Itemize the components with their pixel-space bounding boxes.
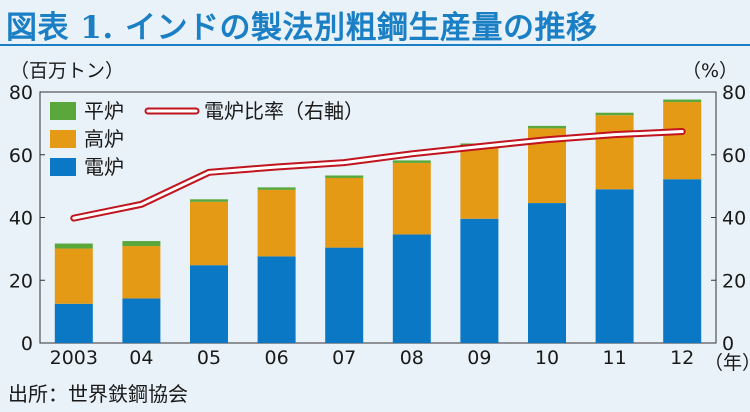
- x-tick-label: 11: [603, 347, 627, 369]
- bar-segment: [392, 234, 431, 343]
- bar-segment: [663, 102, 702, 180]
- bar-segment: [595, 115, 634, 190]
- legend-swatch: [50, 102, 76, 120]
- x-tick-label: 10: [535, 347, 559, 369]
- bar-segment: [663, 179, 702, 343]
- x-tick-label: 08: [400, 347, 424, 369]
- bar-segment: [257, 256, 296, 343]
- x-tick-label: 06: [265, 347, 289, 369]
- bar-segment: [190, 265, 228, 343]
- bar-segment: [528, 203, 566, 343]
- left-tick-label: 80: [9, 82, 33, 104]
- bar-segment: [325, 247, 364, 343]
- source-note: 出所：世界鉄鋼協会: [8, 382, 188, 406]
- bar-segment: [122, 241, 161, 247]
- x-tick-label: 09: [467, 347, 491, 369]
- chart-title: 図表 1. インドの製法別粗鋼生産量の推移: [6, 10, 598, 46]
- right-tick-label: 40: [722, 208, 746, 230]
- ratio-line-outline: [70, 128, 686, 222]
- legend-label: 高炉: [84, 127, 124, 151]
- bar-segment: [595, 189, 634, 343]
- left-axis-unit: （百万トン）: [10, 60, 125, 82]
- bar-segment: [54, 303, 93, 343]
- bar-segment: [663, 99, 702, 103]
- left-tick-label: 40: [9, 208, 33, 230]
- legend-label: 電炉: [84, 155, 124, 179]
- legend-label: 平炉: [84, 99, 124, 123]
- right-tick-label: 0: [722, 333, 734, 355]
- bar-segment: [392, 162, 431, 235]
- right-tick-label: 60: [722, 145, 746, 167]
- bar-segment: [325, 177, 364, 248]
- legend-swatch: [50, 130, 76, 148]
- x-tick-label: 07: [332, 347, 356, 369]
- legend-swatch: [50, 158, 76, 176]
- x-axis-unit: （年）: [704, 352, 750, 374]
- bar-segment: [190, 201, 228, 266]
- bar-segment: [460, 145, 499, 219]
- bar-segment: [54, 243, 93, 249]
- legend-label: 電炉比率（右軸）: [204, 99, 364, 123]
- bar-segment: [54, 248, 93, 304]
- left-tick-label: 60: [9, 145, 33, 167]
- title-rule: [0, 44, 750, 46]
- left-tick-label: 0: [21, 333, 33, 355]
- bar-segment: [122, 298, 161, 343]
- bar-segment: [257, 189, 296, 257]
- x-tick-label: 05: [197, 347, 221, 369]
- bar-segment: [122, 246, 161, 299]
- bar-segment: [257, 187, 296, 190]
- right-axis-unit: （%）: [681, 60, 738, 82]
- bar-segment: [595, 112, 634, 116]
- left-tick-label: 20: [9, 270, 33, 292]
- ratio-line: [72, 130, 684, 220]
- x-tick-label: 2003: [50, 347, 98, 369]
- x-tick-label: 12: [670, 347, 694, 369]
- bar-segment: [460, 218, 499, 343]
- right-tick-label: 80: [722, 82, 746, 104]
- bar-segment: [190, 199, 228, 202]
- bar-segment: [325, 175, 364, 178]
- bar-segment: [528, 125, 566, 129]
- bar-segment: [392, 160, 431, 163]
- right-tick-label: 20: [722, 270, 746, 292]
- x-tick-label: 04: [129, 347, 153, 369]
